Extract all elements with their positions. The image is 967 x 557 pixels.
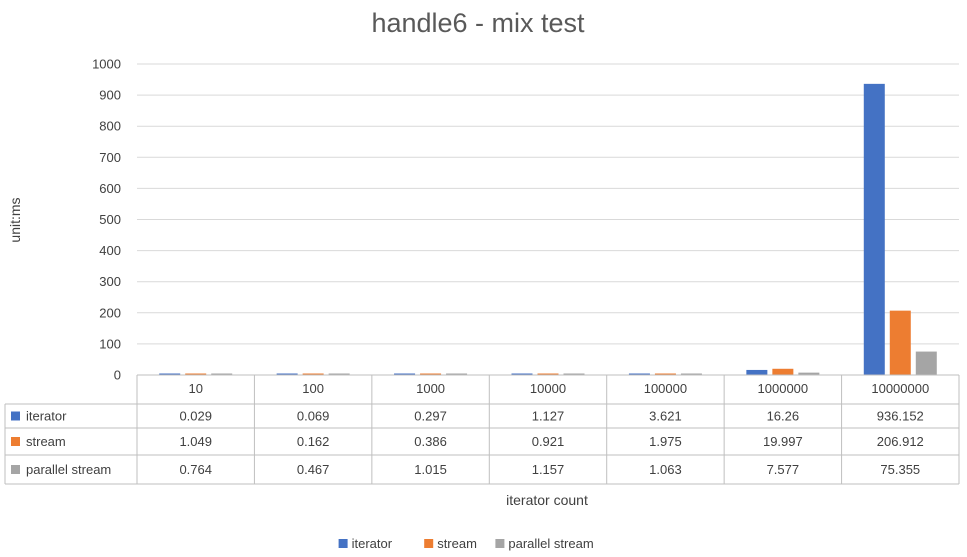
bar-parallel-stream-1000 xyxy=(446,373,468,375)
bar-stream-10000 xyxy=(537,373,559,375)
legend-swatch-parallel-stream xyxy=(495,539,505,548)
x-tick-label: 10 xyxy=(188,381,202,396)
x-tick-label: 10000000 xyxy=(871,381,929,396)
y-tick-label: 800 xyxy=(99,119,121,134)
bar-parallel-stream-10000000 xyxy=(915,351,937,375)
data-label: 206.912 xyxy=(877,434,924,449)
bar-iterator-1000 xyxy=(394,373,416,375)
legend-item-stream: stream xyxy=(437,536,477,551)
x-axis-label: iterator count xyxy=(506,492,588,508)
bar-parallel-stream-1000000 xyxy=(798,372,820,375)
data-label: 1.975 xyxy=(649,434,682,449)
y-axis-ticks: 0 100 200 300 400 500 600 700 800 900 1000 xyxy=(92,57,121,383)
data-label: 0.069 xyxy=(297,409,330,424)
data-label: 1.127 xyxy=(532,409,565,424)
y-tick-label: 300 xyxy=(99,274,121,289)
legend-item-iterator: iterator xyxy=(352,536,393,551)
bars xyxy=(159,83,937,376)
x-tick-label: 100000 xyxy=(644,381,687,396)
y-tick-label: 1000 xyxy=(92,57,121,72)
table-series-key xyxy=(11,437,20,446)
data-label: 1.015 xyxy=(414,462,447,477)
bar-iterator-10000000 xyxy=(863,83,885,376)
data-label: 19.997 xyxy=(763,434,803,449)
data-label: 0.764 xyxy=(179,462,212,477)
data-label: 0.162 xyxy=(297,434,330,449)
table-series-name: stream xyxy=(26,434,66,449)
data-label: 7.577 xyxy=(767,462,800,477)
x-tick-label: 10000 xyxy=(530,381,566,396)
table-series-name: parallel stream xyxy=(26,462,111,477)
legend: iterator stream parallel stream xyxy=(338,536,594,551)
data-label: 1.049 xyxy=(179,434,212,449)
bar-stream-100 xyxy=(302,373,324,375)
data-label: 1.157 xyxy=(532,462,565,477)
data-label: 1.063 xyxy=(649,462,682,477)
bar-stream-10 xyxy=(185,373,207,375)
x-tick-label: 100 xyxy=(302,381,324,396)
bar-stream-100000 xyxy=(654,373,676,375)
y-tick-label: 400 xyxy=(99,243,121,258)
x-tick-label: 1000 xyxy=(416,381,445,396)
y-tick-label: 700 xyxy=(99,150,121,165)
data-label: 3.621 xyxy=(649,409,682,424)
y-tick-label: 100 xyxy=(99,336,121,351)
y-axis-label: unit:ms xyxy=(7,197,23,242)
bar-iterator-10 xyxy=(159,373,181,375)
data-label: 0.297 xyxy=(414,409,447,424)
table-series-key xyxy=(11,411,20,421)
bar-parallel-stream-10 xyxy=(211,373,233,375)
y-tick-label: 500 xyxy=(99,212,121,227)
bar-parallel-stream-10000 xyxy=(563,373,585,375)
legend-item-parallel-stream: parallel stream xyxy=(508,536,593,551)
data-label: 0.921 xyxy=(532,434,565,449)
bar-iterator-100 xyxy=(276,373,298,375)
bar-iterator-10000 xyxy=(511,373,533,375)
bar-parallel-stream-100000 xyxy=(680,373,702,375)
y-tick-label: 0 xyxy=(114,368,121,383)
gridlines xyxy=(137,63,959,376)
bar-stream-10000000 xyxy=(889,310,911,375)
legend-swatch-stream xyxy=(424,539,434,548)
data-label: 0.386 xyxy=(414,434,447,449)
data-label: 0.467 xyxy=(297,462,330,477)
data-label: 16.26 xyxy=(767,409,800,424)
table-series-name: iterator xyxy=(26,409,67,424)
data-table: 10 100 1000 10000 100000 1000000 10000000 itera… xyxy=(4,374,960,485)
data-label: 936.152 xyxy=(877,409,924,424)
y-tick-label: 600 xyxy=(99,181,121,196)
bar-iterator-1000000 xyxy=(746,369,768,375)
bar-parallel-stream-100 xyxy=(328,373,350,375)
table-series-key xyxy=(11,465,20,474)
bar-stream-1000 xyxy=(420,373,442,375)
y-tick-label: 200 xyxy=(99,305,121,320)
chart-title: handle6 - mix test xyxy=(371,8,585,38)
y-tick-label: 900 xyxy=(99,88,121,103)
bar-stream-1000000 xyxy=(772,368,794,375)
data-label: 0.029 xyxy=(179,409,212,424)
x-tick-label: 1000000 xyxy=(758,381,809,396)
data-label: 75.355 xyxy=(880,462,920,477)
bar-iterator-100000 xyxy=(628,373,650,375)
legend-swatch-iterator xyxy=(338,539,348,548)
